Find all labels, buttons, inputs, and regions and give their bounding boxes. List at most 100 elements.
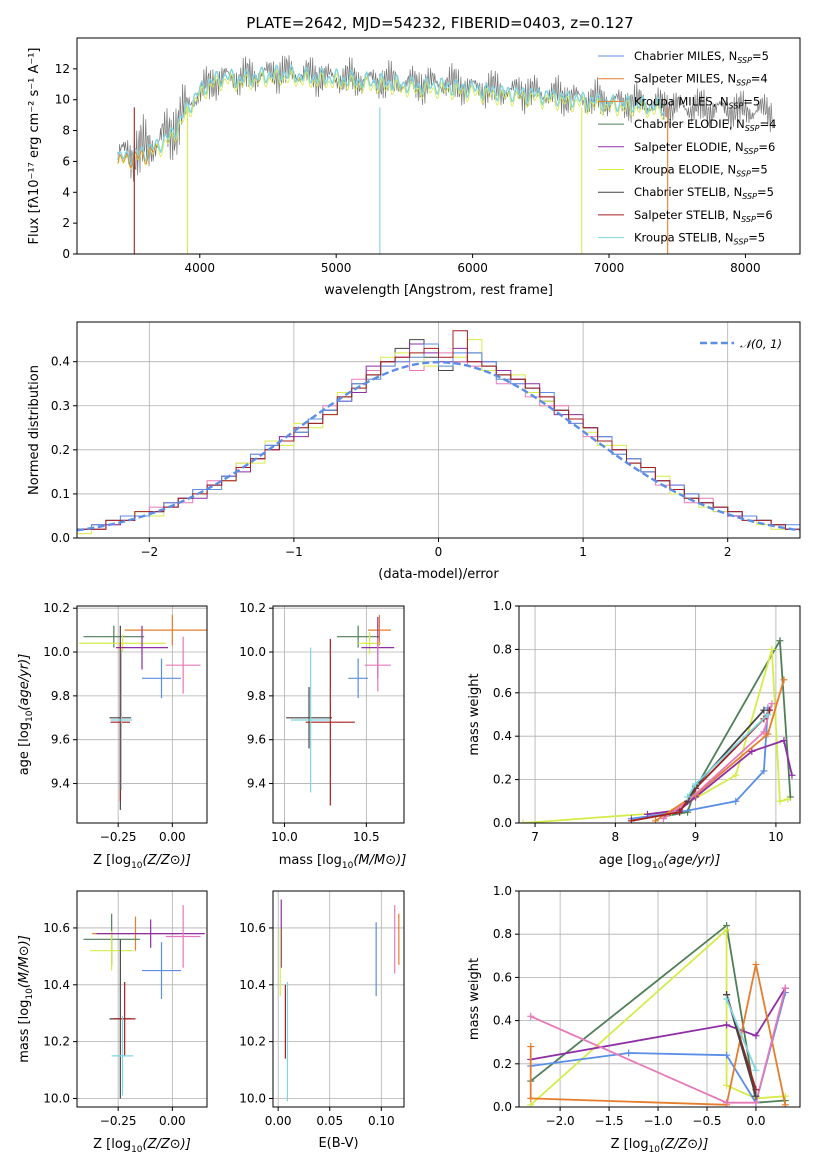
age_vs_mass-ytick-label: 9.8 [247, 689, 266, 703]
age-vs-z-xlabel: Z [log10(Z/Z⊙)] [93, 853, 191, 871]
residuals-xtick-label: −1 [285, 545, 303, 559]
mass_vs_Z-ytick-label: 10.4 [43, 978, 70, 992]
residuals-xtick-label: 1 [579, 545, 587, 559]
mass_vs_Z-ytick-label: 10.2 [43, 1035, 70, 1049]
weight-series-marker [723, 1081, 731, 1089]
mass_vs_ebv-xtick-label: 0.05 [316, 1114, 343, 1128]
mass-vs-z-ylabel: mass [log10(M/M⊙)] [17, 935, 35, 1063]
residuals-xlabel: (data-model)/error [378, 567, 499, 582]
weight-series-line [530, 987, 787, 1104]
spectrum-ylabel: Flux [fλ10⁻¹⁷ erg cm⁻² s⁻¹ A⁻¹] [27, 48, 42, 245]
legend-entry-sub: SSP [734, 238, 749, 247]
weight_vs_age-xlabel-sub: 10 [652, 861, 664, 871]
weight_vs_Z-xtick-label: −0.5 [692, 1114, 721, 1128]
legend-entry: Kroupa STELIB, NSSP=5 [634, 231, 765, 247]
weight-series-marker [760, 767, 768, 775]
weight_vs_Z-ytick-label: 0.6 [493, 970, 512, 984]
error-point [142, 658, 181, 699]
weight-series-line [663, 637, 792, 818]
error-point [165, 636, 201, 694]
residuals-ylabel: Normed distribution [27, 365, 42, 495]
age-vs-mass-xlabel-sub: 10 [342, 861, 354, 871]
weight-series-marker [527, 1012, 535, 1020]
weight_vs_age-ytick-label: 0.2 [493, 773, 512, 787]
normal-curve [77, 360, 800, 532]
weight_vs_age-xtick-label: 8 [612, 830, 620, 844]
weight_vs_age-xlabel: age [log10(age/yr)] [599, 853, 721, 871]
weight_vs_Z-ytick-label: 1.0 [493, 884, 512, 898]
age-vs-z-ylabel-tail: (age/yr)] [17, 654, 32, 711]
error-point [142, 942, 181, 999]
spectrum-model-line-2 [117, 69, 664, 171]
mass-vs-ebv-xlabel: E(B-V) [318, 1136, 358, 1151]
spectrum-model-line-3 [117, 143, 157, 169]
legend-entry-label: Kroupa ELODIE, N [634, 163, 736, 177]
mass_vs_ebv-plot-area [279, 899, 400, 1102]
weight-series-marker [684, 793, 692, 801]
weight-series-marker [660, 815, 668, 823]
mass_vs_Z-ytick-label: 10.0 [43, 1091, 70, 1105]
legend-entry-tail: =5 [757, 185, 774, 199]
weight-series-marker [752, 960, 760, 968]
error-point [83, 625, 145, 648]
weight-series-marker [752, 1092, 760, 1100]
error-point [367, 614, 391, 646]
residuals-ytick-label: 0.1 [51, 487, 70, 501]
error-point [116, 625, 168, 670]
error-point [124, 614, 207, 646]
legend-entry-tail: =5 [748, 231, 765, 245]
legend-entry-tail: =5 [743, 94, 760, 108]
legend-entry: Kroupa ELODIE, NSSP=5 [634, 163, 768, 179]
age_vs_Z-frame [76, 605, 208, 824]
spectrum-xtick-label: 5000 [321, 261, 352, 275]
mass-vs-z-xlabel-tail: (Z/Z⊙)] [143, 1137, 191, 1152]
weight-series-marker [527, 1101, 535, 1107]
weight_vs_age-frame [518, 605, 801, 824]
age_vs_Z-ytick-label: 9.8 [51, 689, 70, 703]
age_vs_mass-ytick-label: 10.2 [239, 601, 266, 615]
weight-series-line [530, 923, 786, 1104]
legend-entry: Chabrier STELIB, NSSP=5 [634, 185, 774, 201]
legend-entry-label: Chabrier MILES, N [634, 49, 737, 63]
age_vs_Z-ytick-label: 9.6 [51, 733, 70, 747]
mass-vs-z-xlabel-main: Z [log [93, 1137, 131, 1152]
age_vs_Z-xtick-label: −0.25 [100, 830, 137, 844]
residuals-frame [76, 321, 801, 539]
weight-series-line [647, 739, 793, 816]
weight-series-marker [723, 926, 731, 934]
error-point [90, 930, 134, 971]
spectrum-plot-area [117, 55, 774, 254]
spectrum-xlabel: wavelength [Angstrom, rest frame] [324, 283, 553, 298]
age_vs_Z-ytick-label: 9.4 [51, 777, 70, 791]
weight-series-marker [781, 984, 789, 992]
weight-series-line [631, 707, 769, 820]
age_vs_mass-frame [272, 605, 405, 824]
residuals-xtick-label: 2 [724, 545, 732, 559]
age_vs_Z-ytick-label: 10.0 [43, 645, 70, 659]
weight-series-marker [781, 1101, 789, 1107]
weight-series-marker [784, 795, 792, 803]
residuals-ytick-label: 0.0 [51, 531, 70, 545]
mass_vs_ebv-ytick-label: 10.2 [239, 1035, 266, 1049]
spectrum-ytick-label: 8 [62, 124, 70, 138]
legend-entry-tail: =5 [751, 163, 768, 177]
weight-series-marker [732, 771, 740, 779]
mass_vs_ebv-xtick-label: 0.00 [265, 1114, 292, 1128]
weight_vs_Z-xtick-label: 0.0 [746, 1114, 765, 1128]
legend-entry-tail: =5 [752, 49, 769, 63]
age-vs-z-ylabel-main: age [log [17, 722, 32, 775]
residuals-xtick-label: −2 [140, 545, 158, 559]
weight-series-marker [760, 728, 768, 736]
mass_vs_Z-plot-area [83, 905, 205, 1099]
age_vs_mass-ytick-label: 9.4 [247, 777, 266, 791]
weight_vs_Z-plot-area [527, 922, 789, 1107]
spectrum-ytick-label: 4 [62, 185, 70, 199]
age-vs-z-xlabel-tail: (Z/Z⊙)] [143, 853, 191, 868]
age_vs_mass-ytick-label: 9.6 [247, 733, 266, 747]
age_vs_mass-xtick-label: 10.5 [353, 830, 380, 844]
legend-entry: Salpeter MILES, NSSP=4 [634, 72, 768, 88]
weight_vs_age-xlabel-main: age [log [599, 853, 652, 868]
legend-entry-sub: SSP [741, 215, 756, 224]
weight_vs_Z-ytick-label: 0.2 [493, 1057, 512, 1071]
